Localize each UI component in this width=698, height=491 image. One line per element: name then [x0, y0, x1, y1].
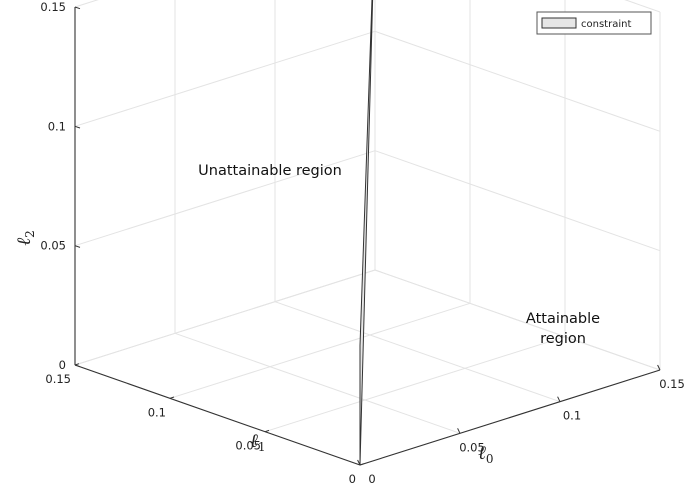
y-axis-line [74, 364, 361, 466]
grid-line [374, 269, 661, 371]
x-tick-label: 0.15 [659, 377, 685, 391]
z-tick-mark [74, 125, 81, 129]
grid-lines [74, 0, 661, 466]
z-tick-label: 0.05 [40, 239, 66, 253]
legend-swatch-constraint [541, 17, 577, 29]
z-axis-label: ℓ2 [13, 230, 37, 246]
y-tick-label: 0.1 [148, 405, 166, 419]
z-tick-mark [74, 6, 81, 10]
annotation-unattainable-region: Unattainable region [198, 163, 342, 179]
axes-box [74, 7, 661, 466]
grid-line [74, 269, 376, 366]
grid-line [274, 301, 561, 403]
z-tick-label: 0 [59, 358, 66, 372]
y-tick-label: 0 [349, 472, 356, 486]
annotation-attainable-line-2: region [540, 331, 586, 347]
z-tick-mark [74, 364, 81, 368]
constraint-surface [359, 0, 374, 466]
grid-line [264, 336, 566, 433]
y-tick-mark [169, 396, 175, 399]
x-tick-mark [657, 364, 661, 371]
x-axis-label: ℓ0 [478, 442, 494, 466]
x-tick-mark [457, 428, 461, 434]
grid-line [74, 150, 376, 247]
y-tick-mark [74, 363, 80, 366]
x-tick-label: 0.05 [459, 440, 485, 454]
y-tick-label: 0.15 [45, 372, 71, 386]
y-tick-label: 0.05 [235, 439, 261, 453]
x-axis-line [359, 369, 661, 466]
y-axis-label: ℓ1 [250, 430, 266, 454]
y-tick-mark [264, 429, 270, 433]
x-tick-mark [557, 396, 561, 402]
legend: constraint [536, 11, 652, 35]
z-tick-label: 0.1 [48, 119, 66, 133]
grid-line [74, 30, 376, 127]
z-axis-label-group: ℓ2 [13, 230, 37, 246]
z-tick-label: 0.15 [40, 0, 66, 14]
grid-line [374, 30, 661, 132]
annotation-attainable-region: Attainable region [526, 311, 600, 347]
grid-line [74, 0, 99, 8]
y-tick-mark [359, 463, 365, 466]
z-tick-mark [74, 245, 81, 248]
grid-line [624, 0, 661, 13]
x-tick-mark [357, 459, 361, 466]
legend-label-constraint: constraint [581, 19, 631, 30]
x-tick-label: 0.1 [563, 409, 581, 423]
constraint-surface-layer [359, 0, 374, 466]
grid-line [174, 332, 461, 434]
grid-line [169, 302, 471, 399]
annotation-attainable-line-1: Attainable [526, 311, 600, 327]
grid-line [374, 150, 661, 252]
x-tick-label: 0 [368, 472, 375, 486]
